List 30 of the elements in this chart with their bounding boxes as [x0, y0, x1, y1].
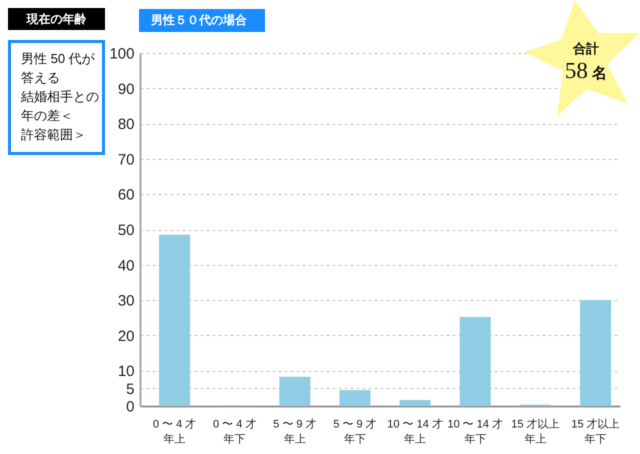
x-tick-label: 5 〜 9 才年下	[333, 418, 377, 446]
bar	[460, 317, 491, 406]
x-tick-label: 0 〜 4 才年上	[152, 418, 196, 446]
x-tick-label: 5 〜 9 才年上	[273, 418, 317, 446]
bar	[339, 390, 370, 406]
y-tick-label: 40	[118, 257, 134, 274]
y-tick-label: 60	[118, 186, 134, 204]
y-tick-label: 80	[118, 116, 134, 134]
y-tick-label: 90	[118, 80, 134, 98]
annotation: 合計 58 名	[564, 40, 608, 83]
text: 現在の年齢	[8, 8, 105, 30]
y-tick-label: 100	[109, 46, 134, 62]
y-tick-label: 10	[118, 363, 134, 380]
x-tick-label: 15 才以上年上	[511, 418, 560, 446]
y-tick-label: 30	[118, 292, 134, 310]
text: 男性 50 代が答える結婚相手との年の差＜許容範囲＞	[8, 40, 105, 155]
x-tick-label: 10 〜 14 才年下	[447, 418, 504, 446]
y-tick-label: 5	[126, 380, 134, 398]
bar	[400, 400, 431, 406]
bar	[159, 234, 190, 406]
y-tick-label: 70	[118, 151, 134, 168]
y-tick-label: 0	[126, 398, 134, 416]
x-tick-label: 15 才以上年下	[571, 418, 620, 446]
x-tick-label: 0 〜 4 才年下	[212, 418, 256, 446]
y-tick-label: 20	[118, 328, 134, 345]
bar	[279, 376, 310, 406]
chart-subtitle: 男性５０代の場合	[139, 9, 265, 32]
y-tick-label: 50	[118, 222, 134, 239]
x-tick-label: 10 〜 14 才年上	[387, 418, 443, 446]
bar	[580, 300, 612, 406]
